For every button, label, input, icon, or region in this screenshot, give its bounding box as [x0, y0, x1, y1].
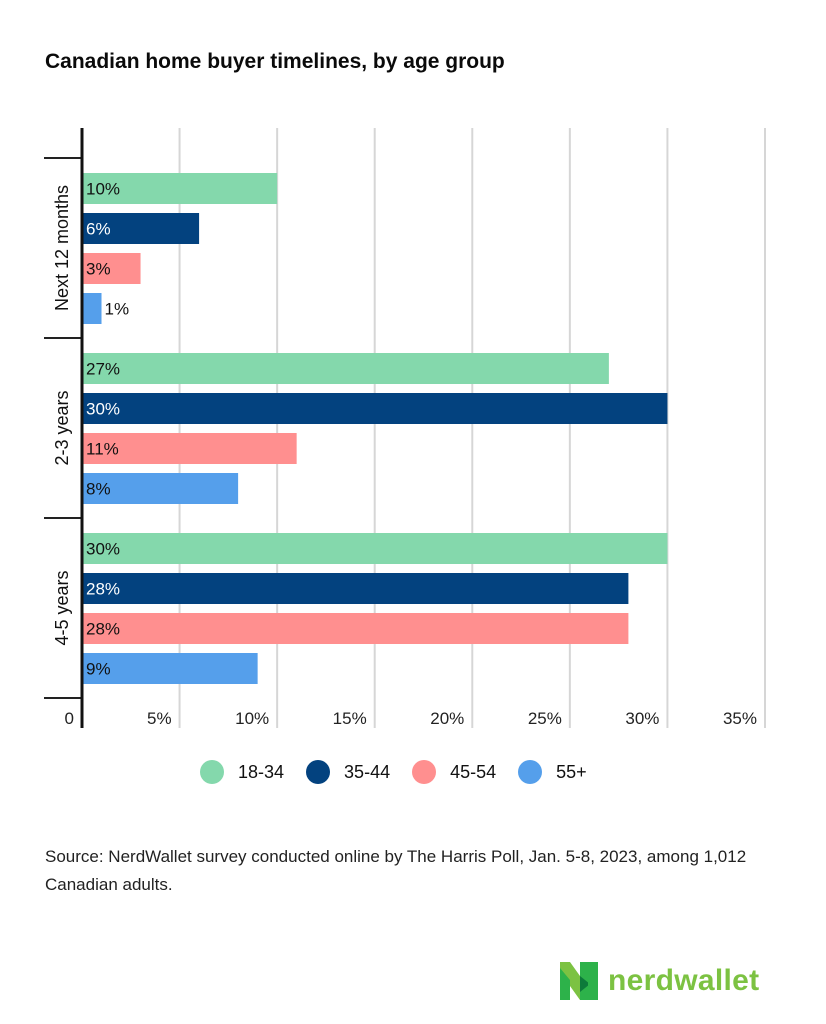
- data-label: 1%: [105, 300, 130, 319]
- legend-item-55-plus: 55+: [518, 760, 587, 784]
- bar: [82, 353, 609, 384]
- category-label: Next 12 months: [52, 185, 72, 311]
- bar: [82, 393, 668, 424]
- data-label: 10%: [86, 180, 120, 199]
- x-tick-label: 30%: [625, 709, 659, 728]
- x-tick-label: 10%: [235, 709, 269, 728]
- x-tick-label: 5%: [147, 709, 172, 728]
- x-tick-label: 15%: [333, 709, 367, 728]
- bar: [82, 253, 141, 284]
- bar: [82, 293, 102, 324]
- x-tick-label: 25%: [528, 709, 562, 728]
- legend-swatch: [200, 760, 224, 784]
- data-label: 3%: [86, 260, 111, 279]
- legend-label: 45-54: [450, 761, 497, 782]
- bar: [82, 653, 258, 684]
- nerdwallet-logo: nerdwallet: [560, 962, 759, 1000]
- chart-title: Canadian home buyer timelines, by age gr…: [45, 50, 505, 73]
- legend-item-35-44: 35-44: [306, 760, 390, 784]
- bar: [82, 213, 200, 244]
- data-label: 30%: [86, 540, 120, 559]
- bar: [82, 173, 278, 204]
- data-label: 9%: [86, 660, 111, 679]
- legend-swatch: [412, 760, 437, 784]
- data-label: 28%: [86, 620, 120, 639]
- legend-item-45-54: 45-54: [412, 760, 496, 784]
- legend-swatch: [518, 760, 543, 784]
- x-tick-label: 20%: [430, 709, 464, 728]
- legend-label: 18-34: [238, 761, 285, 782]
- data-label: 30%: [86, 400, 120, 419]
- bar: [82, 573, 629, 604]
- bar: [82, 473, 239, 504]
- legend-label: 35-44: [344, 761, 391, 782]
- data-label: 8%: [86, 480, 111, 499]
- source-note: Source: NerdWallet survey conducted onli…: [45, 847, 747, 894]
- category-label: 2-3 years: [52, 390, 72, 465]
- x-tick-label: 35%: [723, 709, 757, 728]
- data-label: 28%: [86, 580, 120, 599]
- bar: [82, 533, 668, 564]
- bar-chart: 0 5% 10% 15% 20% 25% 30% 35% Next 12 months 10% 6%…: [44, 128, 766, 728]
- bar: [82, 433, 297, 464]
- nerdwallet-n-icon: [560, 962, 598, 1000]
- legend-label: 55+: [556, 761, 587, 782]
- x-tick-label: 0: [65, 709, 74, 728]
- legend-item-18-34: 18-34: [200, 760, 284, 784]
- legend-swatch: [306, 760, 331, 784]
- data-label: 11%: [86, 440, 119, 459]
- data-label: 6%: [86, 220, 111, 239]
- data-label: 27%: [86, 360, 120, 379]
- brand-name: nerdwallet: [608, 964, 760, 997]
- category-label: 4-5 years: [52, 570, 72, 645]
- bar: [82, 613, 629, 644]
- legend: 18-34 35-44 45-54 55+: [200, 760, 609, 784]
